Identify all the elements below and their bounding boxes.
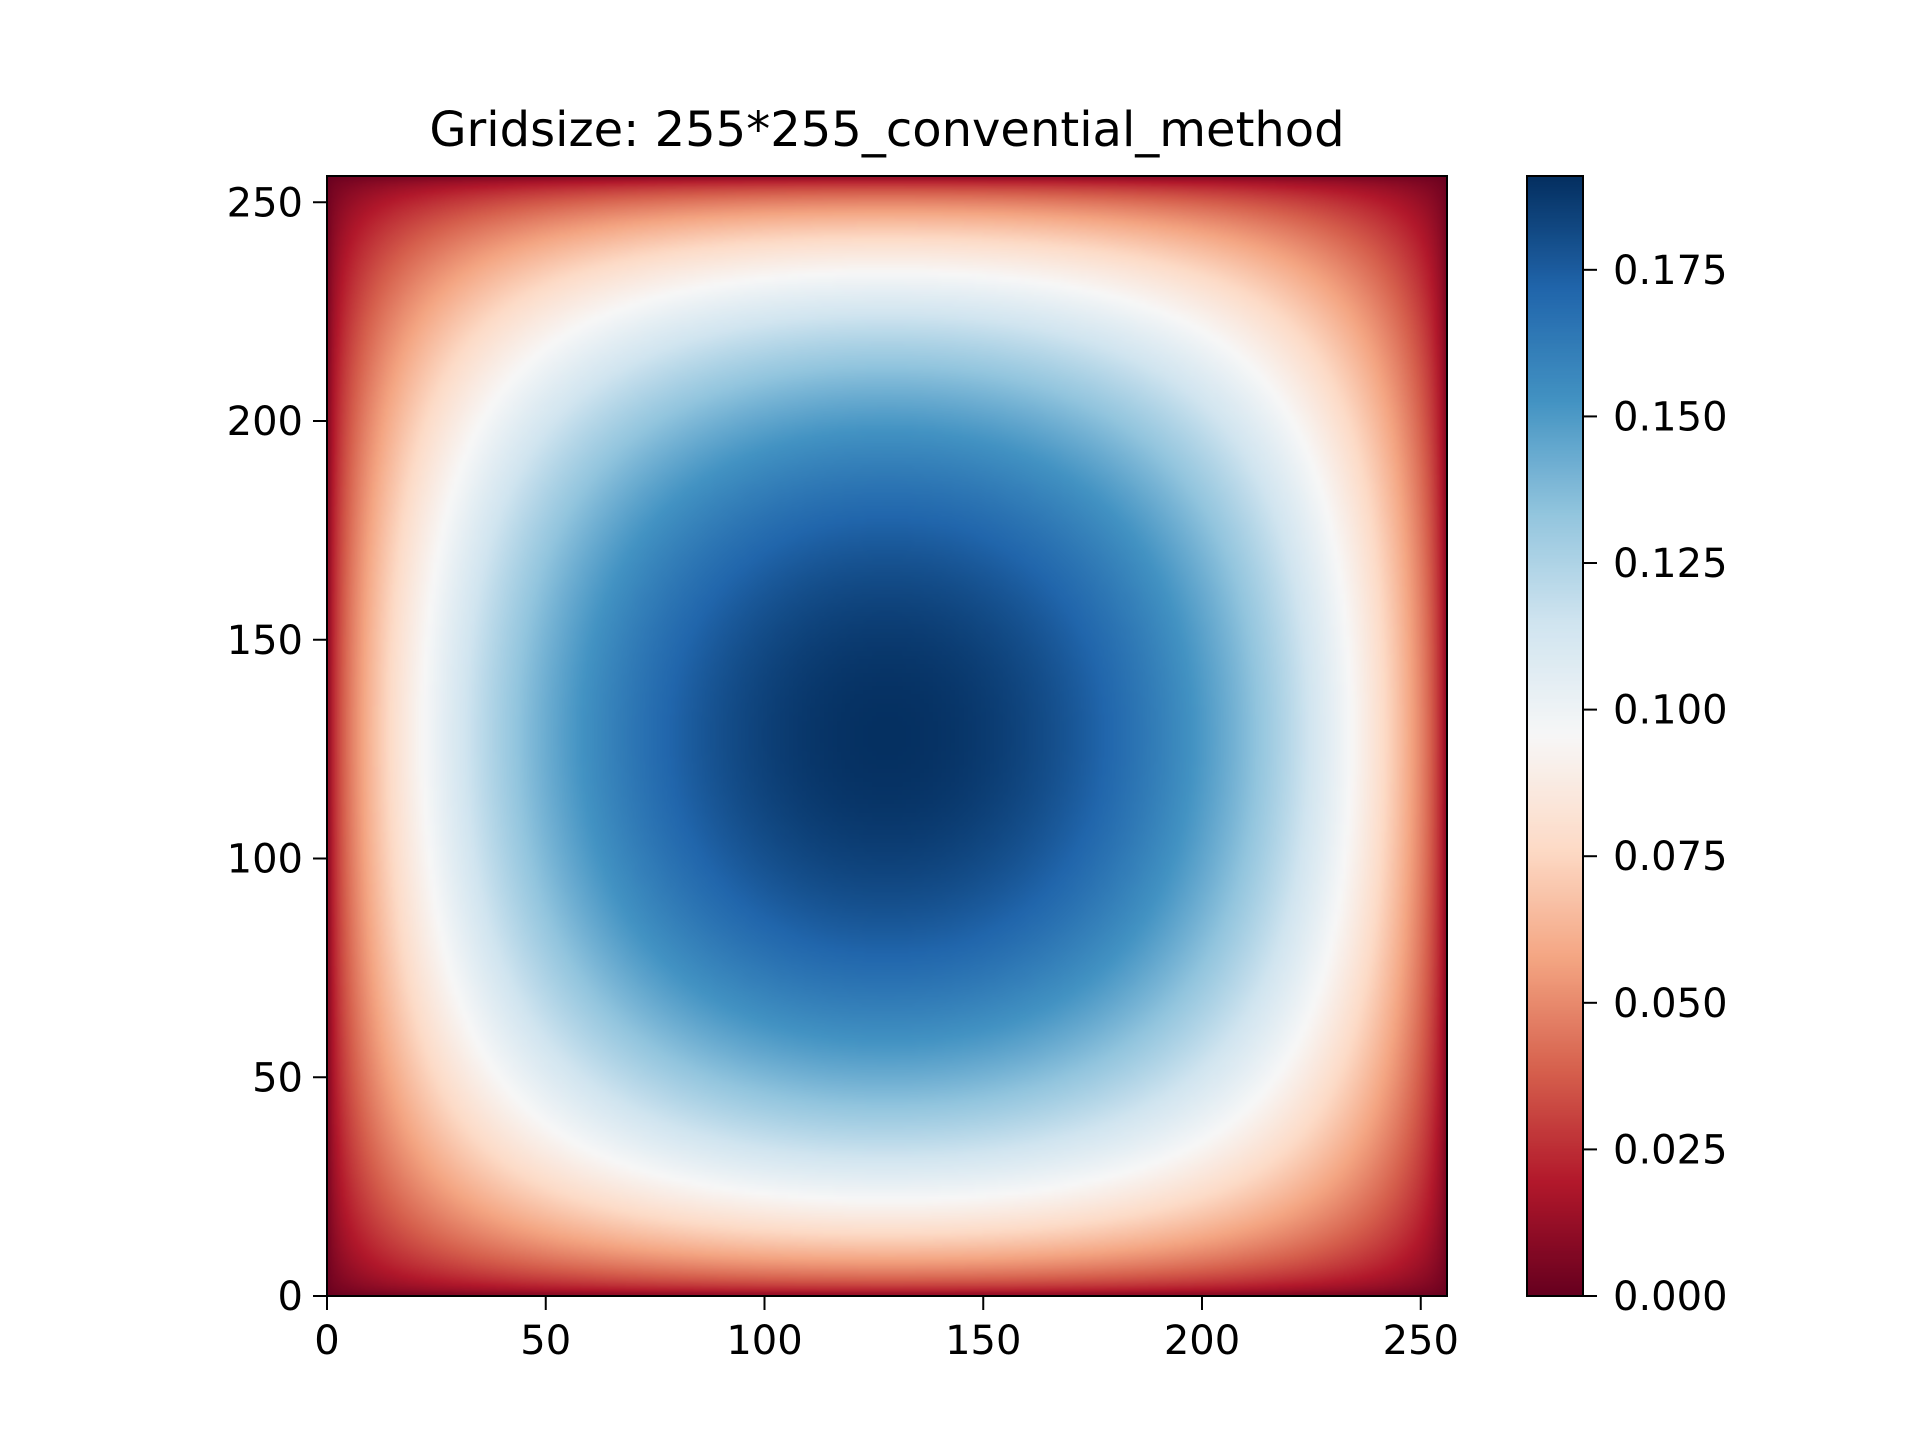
x-tick-label: 150 [945, 1318, 1021, 1364]
colorbar-frame [1526, 175, 1584, 1297]
colorbar-gradient [1527, 176, 1583, 1296]
heatmap-image [327, 176, 1447, 1296]
x-tick-label: 100 [726, 1318, 802, 1364]
colorbar-tick-label: 0.150 [1613, 394, 1728, 440]
colorbar-tick-label: 0.100 [1613, 688, 1728, 734]
colorbar-tick-label: 0.175 [1613, 248, 1728, 294]
y-tick-label: 250 [227, 180, 303, 226]
x-axis: 0 50 100 150 200 250 [314, 1296, 1459, 1364]
y-tick-label: 200 [227, 399, 303, 445]
chart-title: Gridsize: 255*255_convential_method [429, 102, 1344, 158]
x-tick-label: 200 [1164, 1318, 1240, 1364]
colorbar-tick-label: 0.075 [1613, 834, 1728, 880]
y-tick-label: 0 [278, 1274, 303, 1320]
x-tick-label: 250 [1383, 1318, 1459, 1364]
colorbar-tick-label: 0.000 [1613, 1274, 1728, 1320]
x-tick-label: 0 [314, 1318, 339, 1364]
y-axis: 0 50 100 150 200 250 [227, 180, 327, 1320]
colorbar-axis: 0.000 0.025 0.050 0.075 0.100 0.125 0.150 0.175 [1583, 248, 1728, 1320]
colorbar-tick-label: 0.050 [1613, 981, 1728, 1027]
colorbar-tick-label: 0.125 [1613, 541, 1728, 587]
y-tick-label: 150 [227, 618, 303, 664]
x-tick-label: 50 [520, 1318, 571, 1364]
y-tick-label: 50 [252, 1055, 303, 1101]
plot-frame [326, 175, 1448, 1297]
colorbar-tick-label: 0.025 [1613, 1127, 1728, 1173]
y-tick-label: 100 [227, 837, 303, 883]
